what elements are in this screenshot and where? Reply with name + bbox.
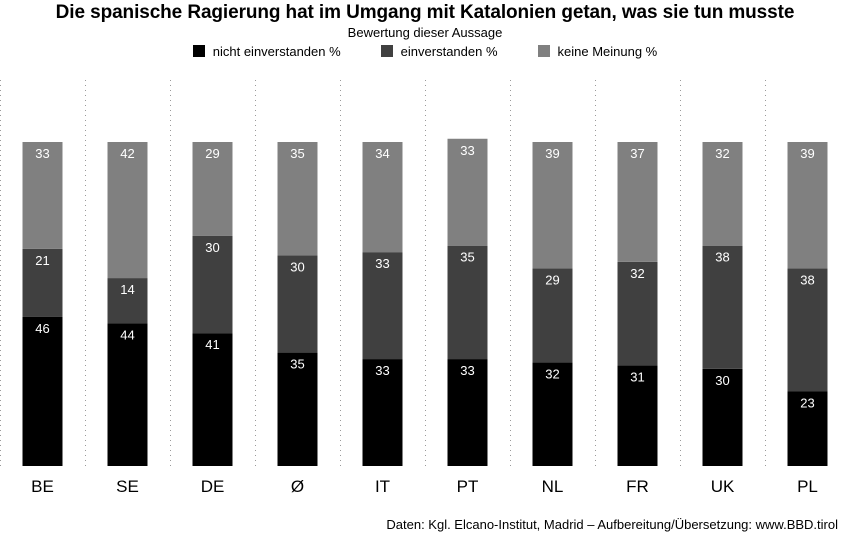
bar-segment-PL-3 [787, 142, 828, 269]
legend: nicht einverstanden % einverstanden % ke… [0, 42, 850, 60]
data-label-Ø-3: 35 [290, 146, 304, 161]
bar-segment-PT-2 [447, 245, 488, 360]
bar-segment-UK-3 [702, 142, 743, 246]
chart-title: Die spanische Ragierung hat im Umgang mi… [55, 2, 795, 23]
bar-segment-NL-2 [532, 268, 573, 363]
bar-segment-BE-2 [22, 248, 63, 317]
bar-segment-BE-1 [22, 316, 63, 466]
data-label-UK-1: 30 [715, 373, 729, 388]
bar-segment-Ø-3 [277, 142, 318, 256]
bar-segment-NL-3 [532, 142, 573, 269]
data-label-IT-3: 34 [375, 146, 389, 161]
data-label-BE-1: 46 [35, 321, 49, 336]
legend-label-einverstanden: einverstanden % [400, 43, 498, 59]
bar-segment-PL-1 [787, 391, 828, 466]
bar-segment-DE-3 [192, 142, 233, 236]
bar-segment-UK-2 [702, 245, 743, 369]
bar-segment-FR-2 [617, 261, 658, 366]
category-label-BE: BE [31, 477, 54, 496]
bar-segment-FR-3 [617, 142, 658, 262]
data-label-SE-1: 44 [120, 327, 134, 342]
category-label-PT: PT [457, 477, 479, 496]
data-label-NL-1: 32 [545, 366, 559, 381]
legend-label-keine-meinung: keine Meinung % [557, 43, 658, 59]
category-label-FR: FR [626, 477, 649, 496]
data-label-FR-3: 37 [630, 146, 644, 161]
bar-segment-UK-1 [702, 368, 743, 466]
data-label-PT-1: 33 [460, 363, 474, 378]
data-label-NL-3: 39 [545, 146, 559, 161]
data-label-PL-3: 39 [800, 146, 814, 161]
data-label-DE-3: 29 [205, 146, 219, 161]
bar-segment-IT-3 [362, 142, 403, 253]
data-label-PT-3: 33 [460, 143, 474, 158]
bar-segment-DE-1 [192, 333, 233, 466]
bar-segment-PT-3 [447, 138, 488, 246]
category-label-IT: IT [375, 477, 390, 496]
category-label-NL: NL [542, 477, 564, 496]
data-label-IT-1: 33 [375, 363, 389, 378]
bar-segment-Ø-2 [277, 255, 318, 353]
bar-segment-SE-3 [107, 142, 148, 279]
data-label-Ø-1: 35 [290, 357, 304, 372]
category-label-PL: PL [797, 477, 818, 496]
data-label-SE-2: 14 [120, 282, 134, 297]
data-label-UK-3: 32 [715, 146, 729, 161]
data-label-PL-1: 23 [800, 395, 814, 410]
source-note: Daten: Kgl. Elcano-Institut, Madrid – Au… [386, 517, 838, 532]
data-label-Ø-2: 30 [290, 259, 304, 274]
category-label-DE: DE [201, 477, 225, 496]
category-label-UK: UK [711, 477, 735, 496]
data-label-SE-3: 42 [120, 146, 134, 161]
data-label-PT-2: 35 [460, 250, 474, 265]
data-label-DE-1: 41 [205, 337, 219, 352]
bar-segment-BE-3 [22, 142, 63, 249]
data-label-NL-2: 29 [545, 272, 559, 287]
bar-segment-SE-2 [107, 278, 148, 324]
bar-segment-DE-2 [192, 235, 233, 334]
data-label-FR-1: 31 [630, 370, 644, 385]
bar-segment-NL-1 [532, 362, 573, 466]
legend-label-nicht-einverstanden: nicht einverstanden % [212, 43, 341, 59]
legend-swatch-keine-meinung [537, 45, 550, 57]
legend-swatch-einverstanden [380, 45, 393, 57]
data-label-IT-2: 33 [375, 256, 389, 271]
bar-segment-FR-1 [617, 365, 658, 466]
category-label-SE: SE [116, 477, 139, 496]
bar-segment-PL-2 [787, 268, 828, 392]
bar-segment-SE-1 [107, 323, 148, 466]
bar-segment-IT-2 [362, 252, 403, 360]
category-label-Ø: Ø [291, 477, 304, 496]
bar-segment-IT-1 [362, 359, 403, 466]
chart-subtitle: Bewertung dieser Aussage [347, 25, 503, 40]
data-label-FR-2: 32 [630, 266, 644, 281]
legend-item-einverstanden: einverstanden % [380, 43, 498, 59]
bar-segment-PT-1 [447, 359, 488, 466]
legend-swatch-nicht-einverstanden [192, 45, 205, 57]
legend-item-keine-meinung: keine Meinung % [537, 43, 658, 59]
data-label-PL-2: 38 [800, 272, 814, 287]
legend-item-nicht-einverstanden: nicht einverstanden % [192, 43, 341, 59]
bar-segment-Ø-1 [277, 352, 318, 466]
data-label-BE-3: 33 [35, 146, 49, 161]
data-label-DE-2: 30 [205, 240, 219, 255]
data-label-BE-2: 21 [35, 253, 49, 268]
data-label-UK-2: 38 [715, 250, 729, 265]
